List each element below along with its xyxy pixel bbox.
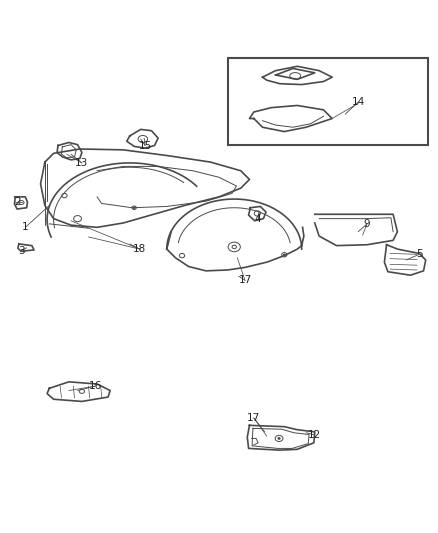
Text: 16: 16 — [88, 381, 102, 391]
Text: 17: 17 — [238, 276, 252, 286]
Ellipse shape — [283, 254, 285, 255]
Text: 5: 5 — [416, 249, 423, 260]
Text: 15: 15 — [138, 141, 152, 150]
Text: 3: 3 — [18, 246, 24, 256]
Ellipse shape — [278, 438, 280, 439]
Text: 17: 17 — [247, 413, 261, 423]
Text: 18: 18 — [133, 244, 146, 254]
Text: 1: 1 — [22, 222, 28, 232]
Text: 12: 12 — [308, 430, 321, 440]
Ellipse shape — [133, 207, 135, 208]
Text: 9: 9 — [364, 219, 370, 229]
Text: 4: 4 — [255, 214, 261, 224]
Text: 2: 2 — [14, 197, 21, 207]
Text: 14: 14 — [352, 97, 365, 107]
Text: 13: 13 — [75, 158, 88, 168]
Bar — [228, 58, 428, 144]
